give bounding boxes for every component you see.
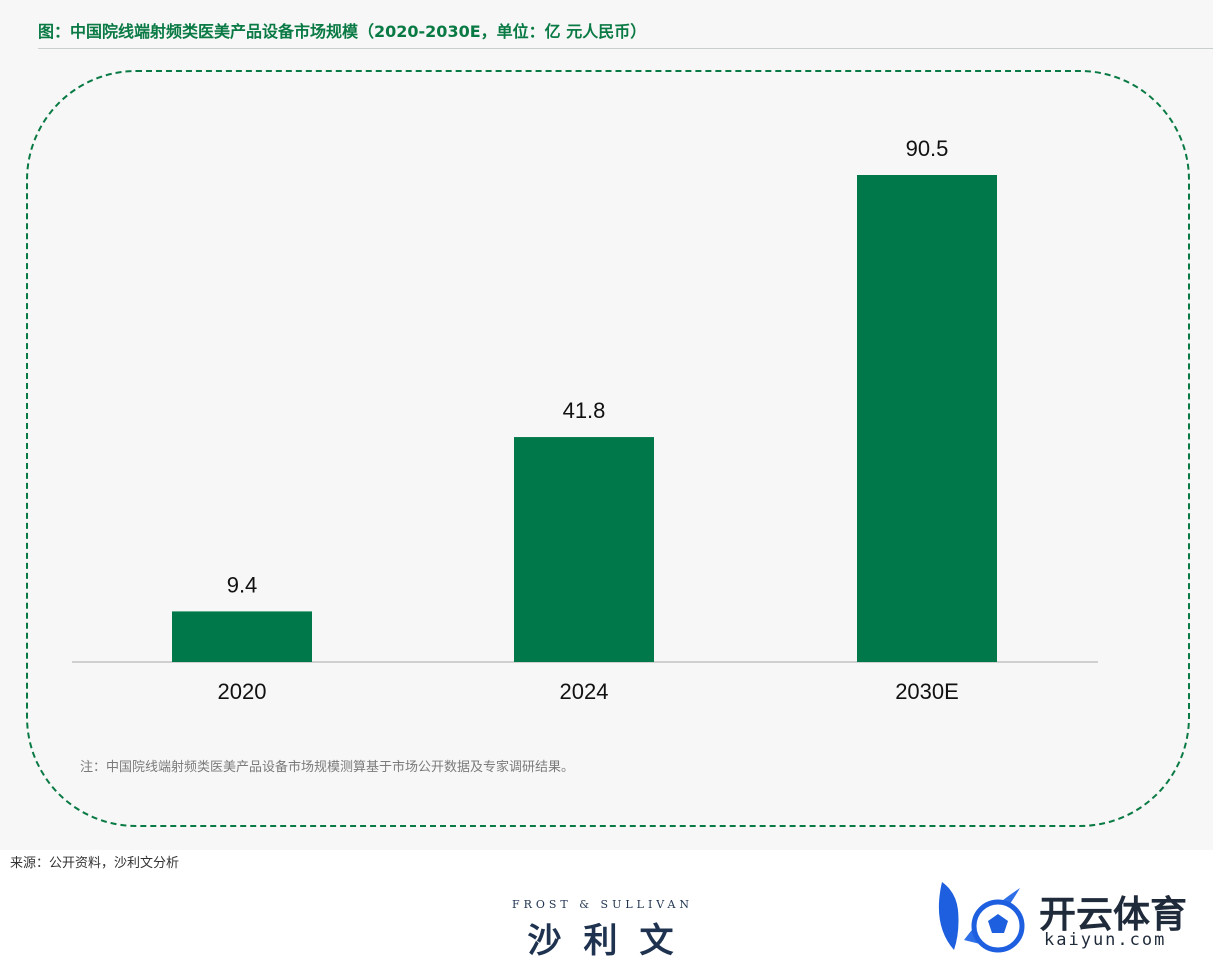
bar-chart: 9.4 2020 41.8 2024 90.5 2030E: [72, 136, 1098, 704]
chart-title: 图：中国院线端射频类医美产品设备市场规模（2020-2030E，单位：亿 元人民…: [38, 22, 647, 41]
frost-sullivan-logo-en: FROST & SULLIVAN: [511, 898, 694, 911]
bar-2020: [172, 611, 312, 662]
kaiyun-logo-en: kaiyun.com: [1044, 930, 1167, 950]
data-label-2020: 9.4: [227, 572, 258, 597]
kaiyun-ball-icon: [938, 882, 1025, 953]
data-label-2030E: 90.5: [906, 136, 949, 161]
chart-panel: [0, 0, 1213, 850]
title-divider: [38, 48, 1213, 49]
bar-2030E: [857, 175, 997, 662]
frost-sullivan-logo-cn: 沙利文: [527, 921, 696, 961]
frost-sullivan-logo: FROST & SULLIVAN 沙利文: [495, 898, 710, 962]
kaiyun-logo-cn: 开云体育: [1039, 893, 1187, 936]
x-tick-label-2030E: 2030E: [895, 679, 959, 704]
kaiyun-logo: 开云体育 kaiyun.com: [924, 870, 1204, 960]
x-tick-label-2024: 2024: [560, 679, 609, 704]
bar-2024: [514, 437, 654, 662]
dashed-frame: [26, 70, 1190, 827]
data-label-2024: 41.8: [563, 398, 606, 423]
source-text: 来源：公开资料，沙利文分析: [10, 856, 180, 871]
x-tick-label-2020: 2020: [218, 679, 267, 704]
chart-note: 注：中国院线端射频类医美产品设备市场规模测算基于市场公开数据及专家调研结果。: [80, 760, 575, 775]
